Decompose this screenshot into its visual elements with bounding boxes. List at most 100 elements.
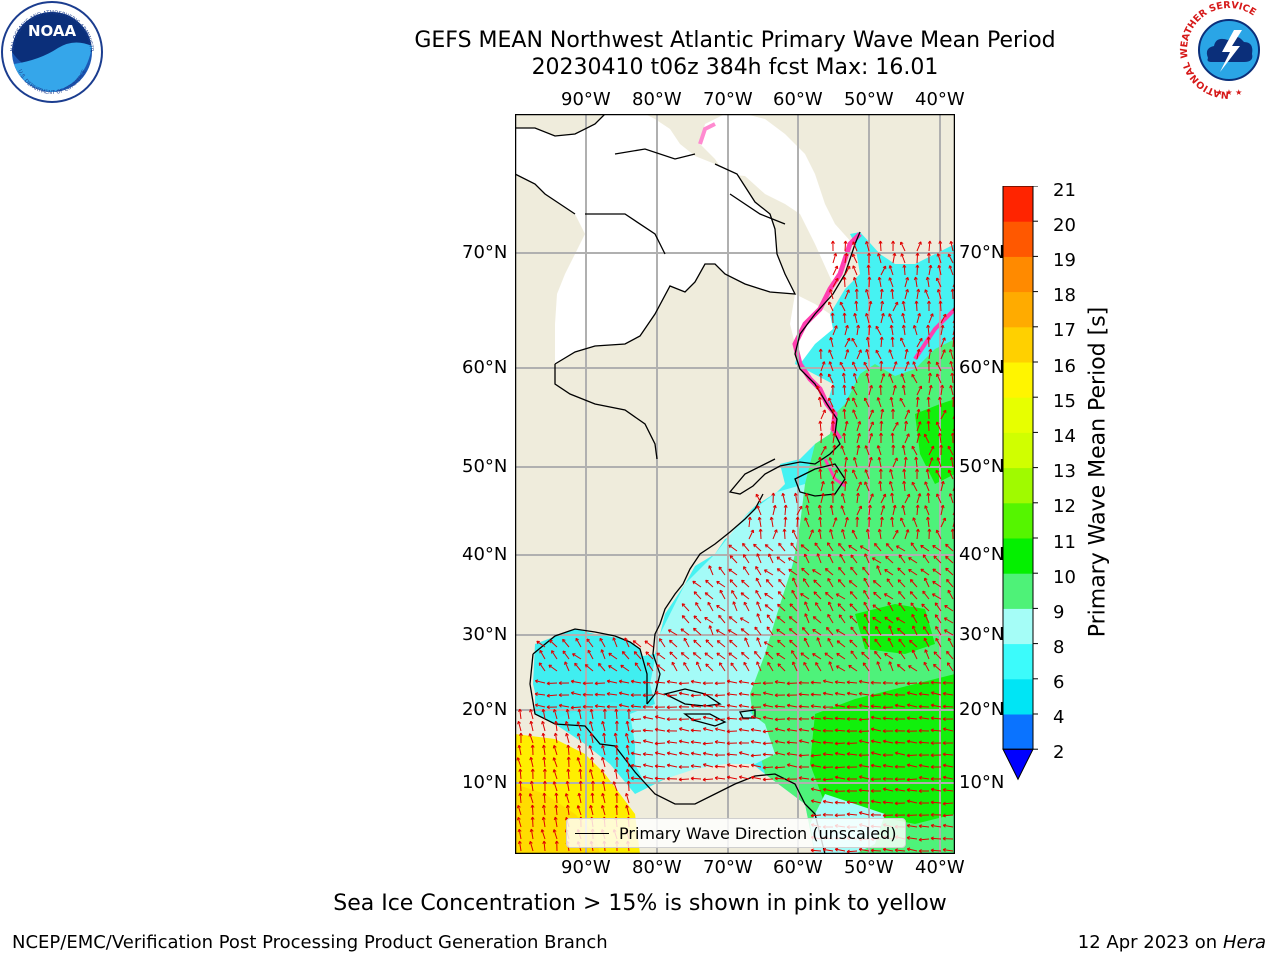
wave-arrow-head xyxy=(602,708,607,712)
wave-arrow xyxy=(920,568,930,576)
colorbar-segment xyxy=(1003,714,1033,750)
wave-arrow xyxy=(880,313,884,324)
wave-arrow-head xyxy=(882,729,886,734)
wave-arrow xyxy=(602,793,606,804)
wave-arrow-head xyxy=(529,780,534,785)
wave-arrow xyxy=(904,421,907,432)
wave-arrow-head xyxy=(843,468,848,472)
wave-arrow-head xyxy=(762,681,766,686)
wave-arrow xyxy=(776,616,786,624)
wave-arrow xyxy=(668,629,678,636)
wave-arrow-head xyxy=(835,277,839,282)
wave-arrow xyxy=(882,814,894,816)
wave-arrow-head xyxy=(800,544,805,548)
lat-label: 50°N xyxy=(959,456,1005,477)
wave-arrow-head xyxy=(928,372,932,377)
wave-arrow-head xyxy=(902,468,907,473)
wave-arrow xyxy=(565,793,570,804)
wave-arrow xyxy=(783,528,786,540)
wave-arrow-head xyxy=(865,241,869,245)
lon-label: 40°W xyxy=(915,89,965,110)
wave-arrow-head xyxy=(714,703,719,708)
wave-arrow-head xyxy=(947,253,952,258)
wave-arrow xyxy=(716,605,726,612)
wave-arrow xyxy=(876,661,882,672)
wave-arrow-head xyxy=(755,577,760,582)
wave-arrow xyxy=(911,445,918,456)
wave-arrow xyxy=(930,682,942,684)
wave-arrow-head xyxy=(702,741,706,746)
wave-arrow xyxy=(615,769,618,780)
wave-arrow-head xyxy=(909,591,914,595)
wave-arrow xyxy=(843,408,846,420)
wave-arrow-head xyxy=(817,504,822,509)
wave-arrow-head xyxy=(764,604,769,608)
wave-arrow xyxy=(871,764,882,768)
wave-arrow xyxy=(667,741,678,744)
wave-arrow-head xyxy=(810,777,814,782)
wave-arrow-head xyxy=(774,680,779,684)
wave-arrow-head xyxy=(887,601,892,606)
wave-arrow xyxy=(820,446,827,456)
wave-arrow-head xyxy=(890,516,894,521)
wave-arrow xyxy=(937,289,942,300)
wave-arrow-head xyxy=(853,312,858,317)
wave-arrow xyxy=(529,733,534,744)
wave-arrow-head xyxy=(882,493,887,498)
wave-arrow-head xyxy=(625,744,630,749)
lat-label: 10°N xyxy=(462,772,508,793)
wave-arrow-head xyxy=(870,493,874,497)
colorbar-segment xyxy=(1003,502,1033,539)
wave-arrow xyxy=(667,752,678,756)
wave-arrow-head xyxy=(702,692,706,697)
wave-arrow-head xyxy=(888,625,892,629)
wave-arrow xyxy=(943,849,954,852)
wave-arrow xyxy=(836,593,846,600)
wave-arrow xyxy=(823,753,834,756)
wave-arrow-head xyxy=(877,276,882,281)
wave-arrow-head xyxy=(642,763,647,768)
wave-arrow-head xyxy=(822,409,826,413)
wave-arrow xyxy=(832,517,837,528)
wave-arrow xyxy=(755,577,762,588)
wave-arrow-head xyxy=(714,764,718,769)
wave-arrow xyxy=(739,752,750,756)
wave-arrow xyxy=(731,590,738,600)
wave-arrow-head xyxy=(614,792,619,796)
wave-arrow-head xyxy=(626,708,631,712)
wave-arrow-head xyxy=(930,691,935,696)
lat-label: 40°N xyxy=(959,544,1005,565)
wave-arrow-head xyxy=(576,721,581,725)
wave-arrow-head xyxy=(874,542,878,547)
wave-arrow-head xyxy=(540,829,545,833)
wave-arrow xyxy=(868,493,874,504)
wave-arrow-head xyxy=(829,504,834,509)
wave-arrow-head xyxy=(827,542,831,546)
wave-arrow xyxy=(820,493,824,504)
wave-arrow-head xyxy=(911,481,916,486)
wave-arrow xyxy=(868,385,873,396)
wave-arrow xyxy=(848,580,858,588)
wave-arrow-head xyxy=(798,680,802,685)
wave-arrow xyxy=(907,848,918,852)
wave-arrow xyxy=(740,628,750,636)
wave-arrow-head xyxy=(731,590,735,594)
wave-arrow-head xyxy=(729,555,734,559)
wave-arrow-head xyxy=(614,756,619,760)
wave-arrow xyxy=(659,638,666,648)
wave-arrow xyxy=(679,728,690,732)
wave-arrow xyxy=(816,385,822,396)
wave-arrow xyxy=(642,681,654,684)
wave-arrow-head xyxy=(918,789,922,794)
wave-arrow xyxy=(889,481,894,492)
wave-arrow xyxy=(864,553,870,564)
wave-arrow xyxy=(928,445,935,456)
wave-arrow-head xyxy=(908,557,912,561)
wave-arrow-head xyxy=(926,252,931,256)
wave-arrow-head xyxy=(719,589,724,594)
wave-arrow-head xyxy=(530,804,535,808)
wave-arrow-head xyxy=(764,592,768,597)
wave-arrow-head xyxy=(916,528,920,533)
wave-arrow-head xyxy=(783,504,788,508)
colorbar-segment xyxy=(1003,678,1033,715)
